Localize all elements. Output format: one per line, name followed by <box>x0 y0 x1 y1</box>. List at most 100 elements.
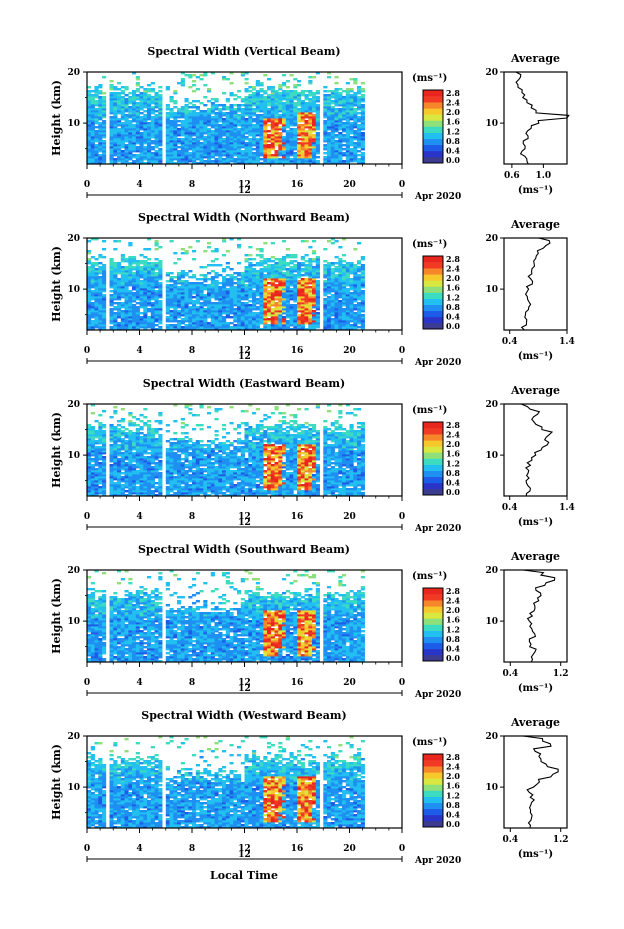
heatmap-cell <box>270 102 275 105</box>
heatmap-cell <box>327 94 332 97</box>
heatmap-cell <box>353 150 358 153</box>
heatmap-cell <box>120 306 125 309</box>
heatmap-cell <box>244 78 249 81</box>
heatmap-cell <box>270 270 275 273</box>
heatmap-cell <box>297 270 302 273</box>
heatmap-cell <box>158 294 163 297</box>
heatmap-cell <box>297 104 302 107</box>
heatmap-cell <box>282 284 287 287</box>
heatmap-cell <box>334 104 339 107</box>
heatmap-cell <box>237 142 242 145</box>
heatmap-cell <box>109 108 114 111</box>
heatmap-cell <box>128 298 133 301</box>
heatmap-cell <box>173 134 178 137</box>
heatmap-cell <box>244 88 249 91</box>
heatmap-cell <box>203 126 208 129</box>
heatmap-cell <box>195 134 200 137</box>
heatmap-cell <box>274 124 279 127</box>
heatmap-cell <box>308 138 313 141</box>
heatmap-cell <box>102 426 107 429</box>
heatmap-cell <box>139 280 144 283</box>
heatmap-cell <box>315 104 320 107</box>
heatmap-cell <box>334 276 339 279</box>
heatmap-cell <box>338 276 343 279</box>
heatmap-cell <box>293 96 298 99</box>
heatmap-cell <box>357 86 362 89</box>
heatmap-cell <box>132 296 137 299</box>
heatmap-cell <box>94 308 99 311</box>
heatmap-cell <box>102 446 107 449</box>
heatmap-cell <box>327 264 332 267</box>
heatmap-cell <box>117 150 122 153</box>
heatmap-cell <box>293 146 298 149</box>
heatmap-cell <box>270 162 275 165</box>
heatmap-cell <box>315 312 320 315</box>
heatmap-cell <box>308 104 313 107</box>
heatmap-cell <box>360 124 365 127</box>
heatmap-cell <box>345 292 350 295</box>
heatmap-cell <box>90 466 95 469</box>
heatmap-cell <box>259 138 264 141</box>
heatmap-cell <box>327 116 332 119</box>
heatmap-cell <box>128 312 133 315</box>
heatmap-cell <box>334 162 339 165</box>
heatmap-cell <box>267 98 272 101</box>
heatmap-cell <box>120 124 125 127</box>
heatmap-cell <box>293 270 298 273</box>
heatmap-cell <box>293 130 298 133</box>
heatmap-cell <box>259 306 264 309</box>
heatmap-cell <box>278 282 283 285</box>
heatmap-cell <box>334 120 339 123</box>
heatmap-cell <box>90 292 95 295</box>
heatmap-cell <box>225 100 230 103</box>
heatmap-cell <box>184 152 189 155</box>
heatmap-cell <box>304 284 309 287</box>
heatmap-cell <box>255 264 260 267</box>
heatmap-cell <box>207 326 212 329</box>
heatmap-cell <box>154 154 159 157</box>
heatmap-cell <box>210 136 215 139</box>
heatmap-cell <box>113 160 118 163</box>
heatmap-cell <box>165 154 170 157</box>
heatmap-cell <box>345 326 350 329</box>
heatmap-cell <box>274 152 279 155</box>
heatmap-cell <box>218 116 223 119</box>
heatmap-cell <box>334 286 339 289</box>
heatmap-cell <box>237 314 242 317</box>
heatmap-cell <box>342 130 347 133</box>
heatmap-cell <box>222 312 227 315</box>
heatmap-cell <box>143 320 148 323</box>
heatmap-cell <box>210 148 215 151</box>
heatmap-cell <box>128 96 133 99</box>
heatmap-cell <box>225 294 230 297</box>
heatmap-cell <box>102 128 107 131</box>
heatmap-cell <box>248 112 253 115</box>
heatmap-cell <box>173 128 178 131</box>
heatmap-cell <box>120 322 125 325</box>
heatmap-cell <box>270 148 275 151</box>
heatmap-cell <box>192 112 197 115</box>
heatmap-cell <box>147 268 152 271</box>
heatmap-cell <box>237 320 242 323</box>
heatmap-cell <box>267 108 272 111</box>
heatmap-cell <box>240 100 245 103</box>
heatmap-cell <box>330 136 335 139</box>
heatmap-cell <box>154 266 159 269</box>
heatmap-cell <box>263 322 268 325</box>
heatmap-cell <box>349 310 354 313</box>
heatmap-cell <box>87 318 92 321</box>
heatmap-cell <box>177 296 182 299</box>
heatmap-cell <box>323 304 328 307</box>
heatmap-cell <box>270 96 275 99</box>
heatmap-cell <box>225 122 230 125</box>
heatmap-cell <box>184 106 189 109</box>
heatmap-cell <box>263 140 268 143</box>
heatmap-cell <box>323 94 328 97</box>
heatmap-cell <box>188 86 193 89</box>
heatmap-cell <box>218 318 223 321</box>
heatmap-cell <box>263 144 268 147</box>
heatmap-cell <box>154 306 159 309</box>
heatmap-cell <box>102 264 107 267</box>
heatmap-cell <box>252 88 257 91</box>
heatmap-cell <box>180 310 185 313</box>
